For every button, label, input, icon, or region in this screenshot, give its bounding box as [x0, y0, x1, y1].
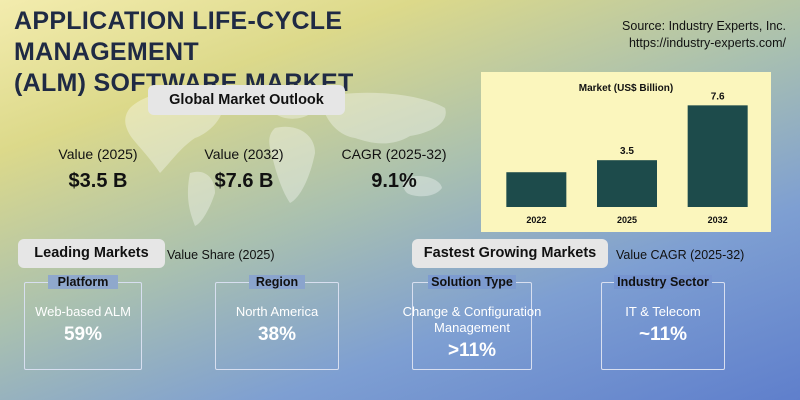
card-industry-sector-head: Industry Sector: [614, 275, 712, 289]
fastest-growing-heading: Fastest Growing Markets: [412, 239, 608, 268]
card-region-text: North America: [235, 304, 319, 319]
card-industry-sector-value: ~11%: [638, 324, 688, 345]
kpi-label-cagr: CAGR (2025-32): [341, 146, 447, 162]
card-platform-value: 59%: [63, 324, 103, 345]
data-label-2025: 3.5: [620, 146, 634, 157]
kpi-label-value-2032: Value (2032): [204, 146, 284, 162]
source-line-1: Source: Industry Experts, Inc.: [622, 19, 786, 33]
x-tick-2022: 2022: [526, 215, 546, 225]
bar-2025: [597, 160, 657, 207]
bar-2032: [687, 105, 748, 207]
leading-markets-sublabel: Value Share (2025): [167, 248, 275, 262]
card-solution-type-value: >11%: [447, 340, 497, 361]
x-tick-2025: 2025: [617, 215, 637, 225]
source-note: Source: Industry Experts, Inc. https://i…: [622, 18, 786, 52]
global-outlook-heading: Global Market Outlook: [148, 85, 345, 115]
card-solution-type-head: Solution Type: [428, 275, 516, 289]
chart-title: Market (US$ Billion): [579, 83, 673, 94]
market-chart-panel: Market (US$ Billion) 2022 3.5 2025 7.6 2032: [481, 72, 771, 232]
card-industry-sector-text: IT & Telecom: [625, 304, 701, 319]
kpi-value-cagr: 9.1%: [371, 170, 417, 192]
data-label-2032: 7.6: [711, 91, 725, 102]
card-region-value: 38%: [257, 324, 297, 345]
card-solution-type-text: Change & Configuration Management: [402, 304, 542, 335]
x-tick-2032: 2032: [708, 215, 728, 225]
kpi-label-value-2025: Value (2025): [58, 146, 138, 162]
title-line-1: APPLICATION LIFE-CYCLE MANAGEMENT: [14, 7, 343, 66]
leading-markets-heading: Leading Markets: [18, 239, 165, 268]
kpi-value-2025: $3.5 B: [68, 170, 128, 192]
kpi-value-2032: $7.6 B: [214, 170, 274, 192]
market-bar-chart: Market (US$ Billion) 2022 3.5 2025 7.6 2032: [506, 83, 748, 225]
source-url: https://industry-experts.com/: [628, 36, 786, 50]
card-platform-head: Platform: [48, 275, 118, 289]
card-region-head: Region: [249, 275, 305, 289]
fastest-growing-sublabel: Value CAGR (2025-32): [616, 248, 745, 262]
card-platform-text: Web-based ALM: [35, 304, 131, 319]
bar-2022: [506, 172, 567, 207]
